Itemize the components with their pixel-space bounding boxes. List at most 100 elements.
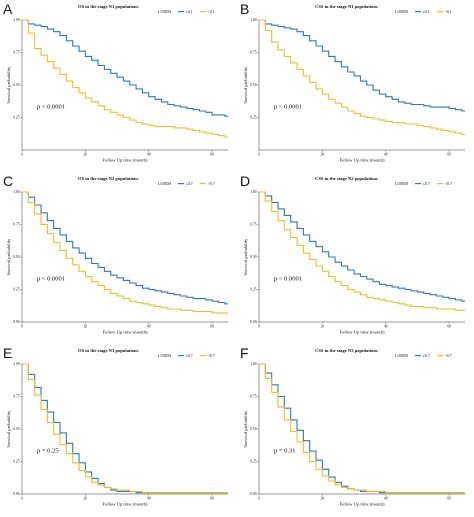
- y-tick-label: 0.75: [13, 395, 19, 399]
- chart-title: CSS in the stage N2 populations: [315, 176, 378, 181]
- panel-letter: F: [240, 345, 249, 361]
- y-axis-label: Survival probability: [243, 410, 248, 448]
- panel-e: E OS in the stage N3 populations LODDS ≤0.…: [0, 344, 235, 514]
- y-tick-label: 0.50: [13, 83, 19, 87]
- x-tick-label: 60: [447, 497, 451, 501]
- survival-curve-1: [259, 19, 465, 112]
- x-tick-label: 0: [258, 325, 260, 329]
- chart-title: CSS in the stage N1 populations: [315, 4, 378, 9]
- legend-entry-2: >0.1: [208, 9, 215, 14]
- chart-title: OS in the stage N2 populations: [78, 176, 139, 181]
- legend-title: LODDS: [395, 353, 408, 358]
- km-plot-c: OS in the stage N2 populations LODDS ≤0.7 >…: [6, 176, 228, 335]
- survival-curve-1: [22, 191, 228, 305]
- y-tick-label: 0.75: [250, 395, 256, 399]
- y-axis-label: Survival probability: [243, 66, 248, 104]
- y-tick-label: 0.75: [250, 223, 256, 227]
- km-plot-e: OS in the stage N3 populations LODDS ≤0.7 >…: [6, 348, 228, 507]
- y-tick-label: 0.50: [250, 83, 256, 87]
- y-tick-label: 1.00: [13, 362, 19, 366]
- y-tick-label: 1.00: [250, 362, 256, 366]
- x-tick-label: 0: [21, 153, 23, 157]
- x-tick-label: 20: [84, 325, 88, 329]
- y-tick-label: 0.50: [13, 255, 19, 259]
- legend-entry-2: >0.7: [208, 353, 215, 358]
- y-tick-label: 1.00: [250, 18, 256, 22]
- y-tick-label: 0.00: [13, 320, 19, 324]
- y-tick-label: 1.00: [250, 190, 256, 194]
- x-axis-label: Follow Up time (month): [339, 502, 385, 507]
- chart-title: OS in the stage N3 populations: [78, 348, 139, 353]
- survival-curve-1: [22, 19, 228, 117]
- km-plot-a: OS in the stage N1 populations LODDS ≤0.1 >…: [6, 4, 228, 163]
- panel-c: C OS in the stage N2 populations LODDS ≤0.…: [0, 172, 235, 342]
- legend-entry-1: ≤0.7: [186, 353, 193, 358]
- panel-d: D CSS in the stage N2 populations LODDS ≤0…: [237, 172, 472, 342]
- legend-title: LODDS: [395, 9, 408, 14]
- legend-entry-1: ≤0.7: [186, 181, 193, 186]
- survival-curve-2: [259, 363, 465, 494]
- legend-entry-2: >0.7: [445, 181, 452, 186]
- legend-entry-1: ≤0.1: [186, 9, 193, 14]
- legend-entry-2: >0.1: [445, 9, 452, 14]
- survival-curve-2: [22, 363, 228, 494]
- x-tick-label: 60: [210, 497, 214, 501]
- x-tick-label: 20: [321, 325, 325, 329]
- y-tick-label: 0.25: [250, 460, 256, 464]
- x-tick-label: 40: [384, 153, 388, 157]
- p-value: p = 0.31: [274, 447, 296, 454]
- x-tick-label: 0: [21, 325, 23, 329]
- y-axis-label: Survival probability: [6, 410, 11, 448]
- survival-curve-1: [22, 363, 228, 494]
- survival-curve-1: [259, 363, 465, 494]
- p-value: p = 0.25: [37, 447, 59, 454]
- y-tick-label: 0.75: [13, 223, 19, 227]
- y-tick-label: 0.25: [250, 288, 256, 292]
- p-value: p < 0.0001: [37, 275, 65, 282]
- x-tick-label: 60: [210, 153, 214, 157]
- panel-letter: B: [240, 1, 250, 17]
- chart-title: CSS in the stage N3 populations: [315, 348, 378, 353]
- x-tick-label: 60: [447, 325, 451, 329]
- legend-title: LODDS: [158, 9, 171, 14]
- x-tick-label: 20: [321, 153, 325, 157]
- x-tick-label: 40: [147, 497, 151, 501]
- x-tick-label: 40: [147, 325, 151, 329]
- p-value: p < 0.0001: [274, 275, 302, 282]
- survival-curve-1: [259, 191, 465, 302]
- y-tick-label: 0.00: [250, 492, 256, 496]
- legend-entry-1: ≤0.1: [423, 9, 430, 14]
- legend-title: LODDS: [395, 181, 408, 186]
- y-tick-label: 1.00: [13, 190, 19, 194]
- survival-curve-2: [259, 19, 465, 135]
- x-tick-label: 60: [447, 153, 451, 157]
- p-value: p < 0.0001: [37, 103, 65, 110]
- x-tick-label: 0: [258, 497, 260, 501]
- y-tick-label: 0.50: [13, 427, 19, 431]
- y-tick-label: 1.00: [13, 18, 19, 22]
- p-value: p < 0.0001: [274, 103, 302, 110]
- x-axis-label: Follow Up time (month): [339, 330, 385, 335]
- x-tick-label: 60: [210, 325, 214, 329]
- panel-letter: A: [3, 1, 13, 17]
- x-tick-label: 20: [321, 497, 325, 501]
- x-tick-label: 40: [147, 153, 151, 157]
- x-tick-label: 40: [384, 325, 388, 329]
- legend-entry-1: ≤0.7: [423, 353, 430, 358]
- x-axis-label: Follow Up time (month): [339, 158, 385, 163]
- y-tick-label: 0.50: [250, 255, 256, 259]
- km-plot-d: CSS in the stage N2 populations LODDS ≤0.7…: [243, 176, 465, 335]
- survival-curve-2: [22, 19, 228, 138]
- x-tick-label: 0: [258, 153, 260, 157]
- x-tick-label: 0: [21, 497, 23, 501]
- y-axis-label: Survival probability: [6, 238, 11, 276]
- y-tick-label: 0.75: [250, 51, 256, 55]
- x-axis-label: Follow Up time (month): [102, 330, 148, 335]
- y-axis-label: Survival probability: [243, 238, 248, 276]
- panel-f: F CSS in the stage N3 populations LODDS ≤0…: [237, 344, 472, 514]
- y-tick-label: 0.25: [13, 288, 19, 292]
- survival-curve-2: [259, 191, 465, 311]
- panel-letter: E: [3, 345, 13, 361]
- y-tick-label: 0.25: [13, 460, 19, 464]
